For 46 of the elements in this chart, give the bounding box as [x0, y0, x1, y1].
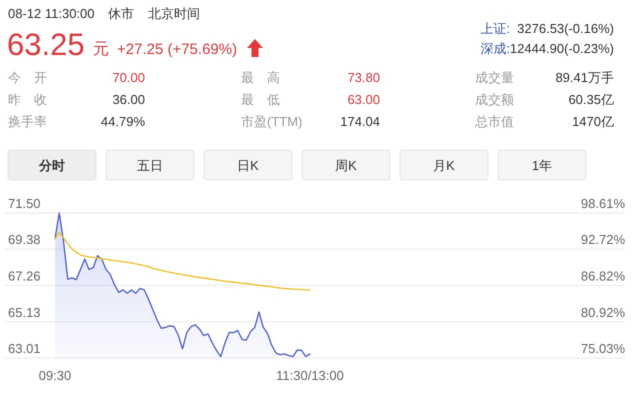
text: 昨 收 — [8, 92, 47, 107]
text: 89.41万手 — [555, 70, 614, 85]
text: 分时 — [38, 158, 65, 173]
x-tick-label: 09:30 — [38, 368, 72, 383]
text: 最 低 — [241, 92, 280, 107]
text: 周K — [335, 158, 358, 173]
text: 1年 — [532, 158, 552, 173]
y-tick-label: 67.26 — [8, 268, 41, 284]
y2-tick-label: 86.82% — [580, 268, 626, 284]
text: 五日 — [137, 158, 163, 173]
text: 换手率 — [8, 114, 47, 129]
text: 元 — [93, 41, 109, 58]
text: 1470亿 — [572, 114, 614, 129]
text: 174.04 — [340, 114, 380, 129]
text: 63.00 — [347, 92, 380, 107]
text: 3276.53(-0.16%) — [517, 21, 614, 36]
text: 73.80 — [347, 70, 380, 85]
text: 12444.90(-0.23%) — [510, 41, 614, 56]
text: 市盈(TTM) — [241, 114, 302, 129]
text: 70.00 — [112, 70, 145, 85]
y-tick-label: 69.38 — [8, 232, 41, 248]
text: 月K — [433, 158, 456, 173]
text: 60.35亿 — [568, 92, 614, 107]
y-tick-label: 63.01 — [8, 341, 41, 356]
x-tick-label: 11:30/13:00 — [276, 368, 344, 383]
text: 成交量 — [475, 70, 514, 85]
text: 总市值 — [474, 114, 514, 129]
text: 44.79% — [100, 114, 146, 129]
y-tick-label: 71.50 — [8, 196, 41, 211]
text: 上证: — [480, 21, 510, 36]
text: +27.25 (+75.69%) — [117, 41, 238, 58]
text: 休市 — [108, 6, 134, 21]
text: 日K — [237, 158, 260, 173]
y2-tick-label: 98.61% — [580, 196, 626, 211]
text: 36.00 — [112, 92, 145, 107]
text: 08-12 11:30:00 — [8, 6, 94, 21]
text: 63.25 — [7, 27, 85, 62]
y2-tick-label: 92.72% — [580, 232, 626, 248]
text: 北京时间 — [148, 6, 200, 21]
text: 深成: — [480, 41, 510, 56]
y2-tick-label: 80.92% — [580, 304, 626, 320]
y-tick-label: 65.13 — [8, 304, 41, 320]
text: 今 开 — [8, 70, 47, 85]
text: 最 高 — [241, 70, 280, 85]
y2-tick-label: 75.03% — [580, 341, 626, 356]
text: 成交额 — [475, 92, 514, 107]
